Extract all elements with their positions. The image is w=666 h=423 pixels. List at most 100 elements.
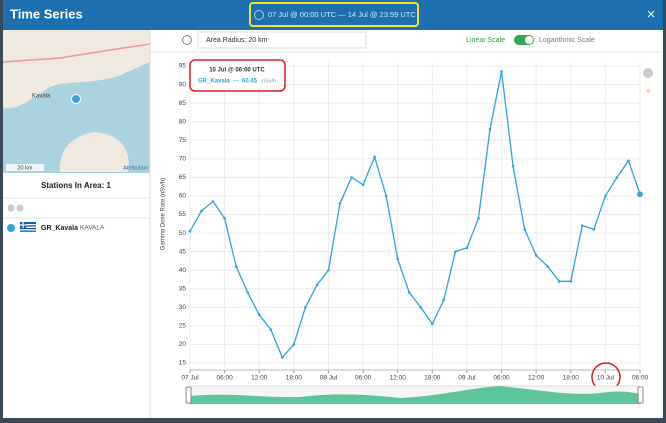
map-label: Kavala xyxy=(32,94,51,100)
data-point xyxy=(315,283,319,287)
x-tick-label: 12:00 xyxy=(390,375,407,382)
data-point xyxy=(211,200,215,203)
data-point xyxy=(627,159,630,162)
y-tick-label: 30 xyxy=(179,304,187,311)
tooltip-series: GR_Kavala xyxy=(198,79,230,85)
data-point xyxy=(350,176,353,179)
map-attribution[interactable]: Attribution xyxy=(123,165,148,171)
tooltip-dash: — xyxy=(233,79,239,85)
y-axis-label: Gamma Dose Rate (nSv/h) xyxy=(161,178,167,250)
data-point xyxy=(569,280,573,283)
time-range[interactable] xyxy=(249,2,419,27)
data-point xyxy=(581,224,584,227)
data-point xyxy=(234,265,238,268)
y-tick-label: 60 xyxy=(179,193,187,200)
x-tick-label: 12:00 xyxy=(528,375,545,382)
toggle-dot[interactable] xyxy=(7,204,15,212)
stations-title: Stations In Area: 1 xyxy=(41,181,111,190)
x-tick-label: 06:00 xyxy=(493,375,510,382)
data-point xyxy=(384,194,388,198)
x-tick-label: 18:00 xyxy=(286,375,303,382)
y-tick-label: 80 xyxy=(179,118,187,125)
time-range-text: 07 Jul @ 00:00 UTC — 14 Jul @ 23:59 UTC xyxy=(268,10,416,19)
data-point xyxy=(534,254,538,257)
x-tick-label: 06:00 xyxy=(355,375,372,382)
data-point xyxy=(442,298,446,302)
y-tick-label: 25 xyxy=(179,323,187,330)
navigator-handle[interactable] xyxy=(637,386,644,404)
y-tick-label: 35 xyxy=(179,285,187,292)
data-point xyxy=(361,183,365,187)
x-tick-label: 07 Jul xyxy=(181,375,199,382)
x-tick-label: 18:00 xyxy=(563,375,580,382)
linear-scale[interactable]: Linear Scale xyxy=(466,37,505,44)
y-tick-label: 45 xyxy=(179,248,187,255)
data-point xyxy=(327,268,330,272)
settings-icon[interactable] xyxy=(182,35,192,45)
data-point xyxy=(188,229,192,233)
tooltip-title: 10 Jul @ 06:00 UTC xyxy=(209,68,265,74)
toggle-dot[interactable] xyxy=(16,204,24,212)
data-point xyxy=(477,216,480,220)
station-location: KAVALA xyxy=(80,225,105,232)
x-tick-label: 06:00 xyxy=(216,375,233,382)
data-point xyxy=(223,216,226,220)
navigator-area xyxy=(190,386,640,404)
y-tick-label: 90 xyxy=(179,81,187,88)
data-point xyxy=(500,70,503,73)
station-color[interactable] xyxy=(7,224,15,232)
data-point xyxy=(604,194,607,198)
y-tick-label: 15 xyxy=(179,360,187,367)
toggle-knob xyxy=(525,36,533,44)
station-marker[interactable] xyxy=(71,94,81,104)
data-point xyxy=(454,250,457,253)
data-point xyxy=(431,322,434,326)
data-point xyxy=(257,313,261,317)
menu-icon[interactable] xyxy=(643,68,653,78)
data-point xyxy=(304,306,307,309)
y-tick-label: 50 xyxy=(179,230,187,237)
dialog-title: Time Series xyxy=(10,6,83,21)
x-tick-label: 09 Jul xyxy=(458,375,476,382)
x-tick-label: 12:00 xyxy=(251,375,268,382)
zoom-icon[interactable]: + xyxy=(645,87,651,98)
x-tick-label: 06:00 xyxy=(632,375,649,382)
radius-text: Area Radius: 20 km xyxy=(206,37,268,44)
data-point xyxy=(592,228,596,231)
map-scale xyxy=(6,164,44,171)
data-point xyxy=(488,127,492,131)
y-tick-label: 70 xyxy=(179,156,187,163)
series-line xyxy=(189,71,641,359)
data-point xyxy=(338,202,342,205)
data-point xyxy=(281,356,284,359)
y-tick-label: 85 xyxy=(179,100,187,107)
y-tick-label: 40 xyxy=(179,267,187,274)
data-point xyxy=(292,343,296,346)
data-point xyxy=(269,328,273,331)
y-tick-label: 65 xyxy=(179,174,187,181)
radius-select[interactable] xyxy=(197,31,367,49)
data-point xyxy=(615,176,619,179)
data-point xyxy=(557,280,561,283)
y-tick-label: 75 xyxy=(179,137,187,144)
greek-flag xyxy=(20,222,36,233)
log-scale[interactable]: Logarithmic Scale xyxy=(539,37,595,44)
map-scale-text: 20 km xyxy=(18,165,33,171)
map-road xyxy=(2,43,151,63)
data-point xyxy=(637,191,643,198)
y-tick-label: 95 xyxy=(179,63,187,70)
station-name[interactable]: GR_Kavala xyxy=(41,225,78,232)
data-point xyxy=(396,257,399,261)
tooltip-value: 60.45 xyxy=(242,79,258,85)
tooltip xyxy=(189,59,286,92)
close-button[interactable]: × xyxy=(647,6,656,23)
map-island xyxy=(59,132,129,172)
data-point xyxy=(373,155,376,159)
tooltip-unit: nSv/h xyxy=(262,78,276,84)
y-tick-label: 55 xyxy=(179,211,187,218)
navigator-handle[interactable] xyxy=(185,386,192,404)
data-point xyxy=(546,265,549,268)
x-tick-label: 08 Jul xyxy=(320,375,338,382)
